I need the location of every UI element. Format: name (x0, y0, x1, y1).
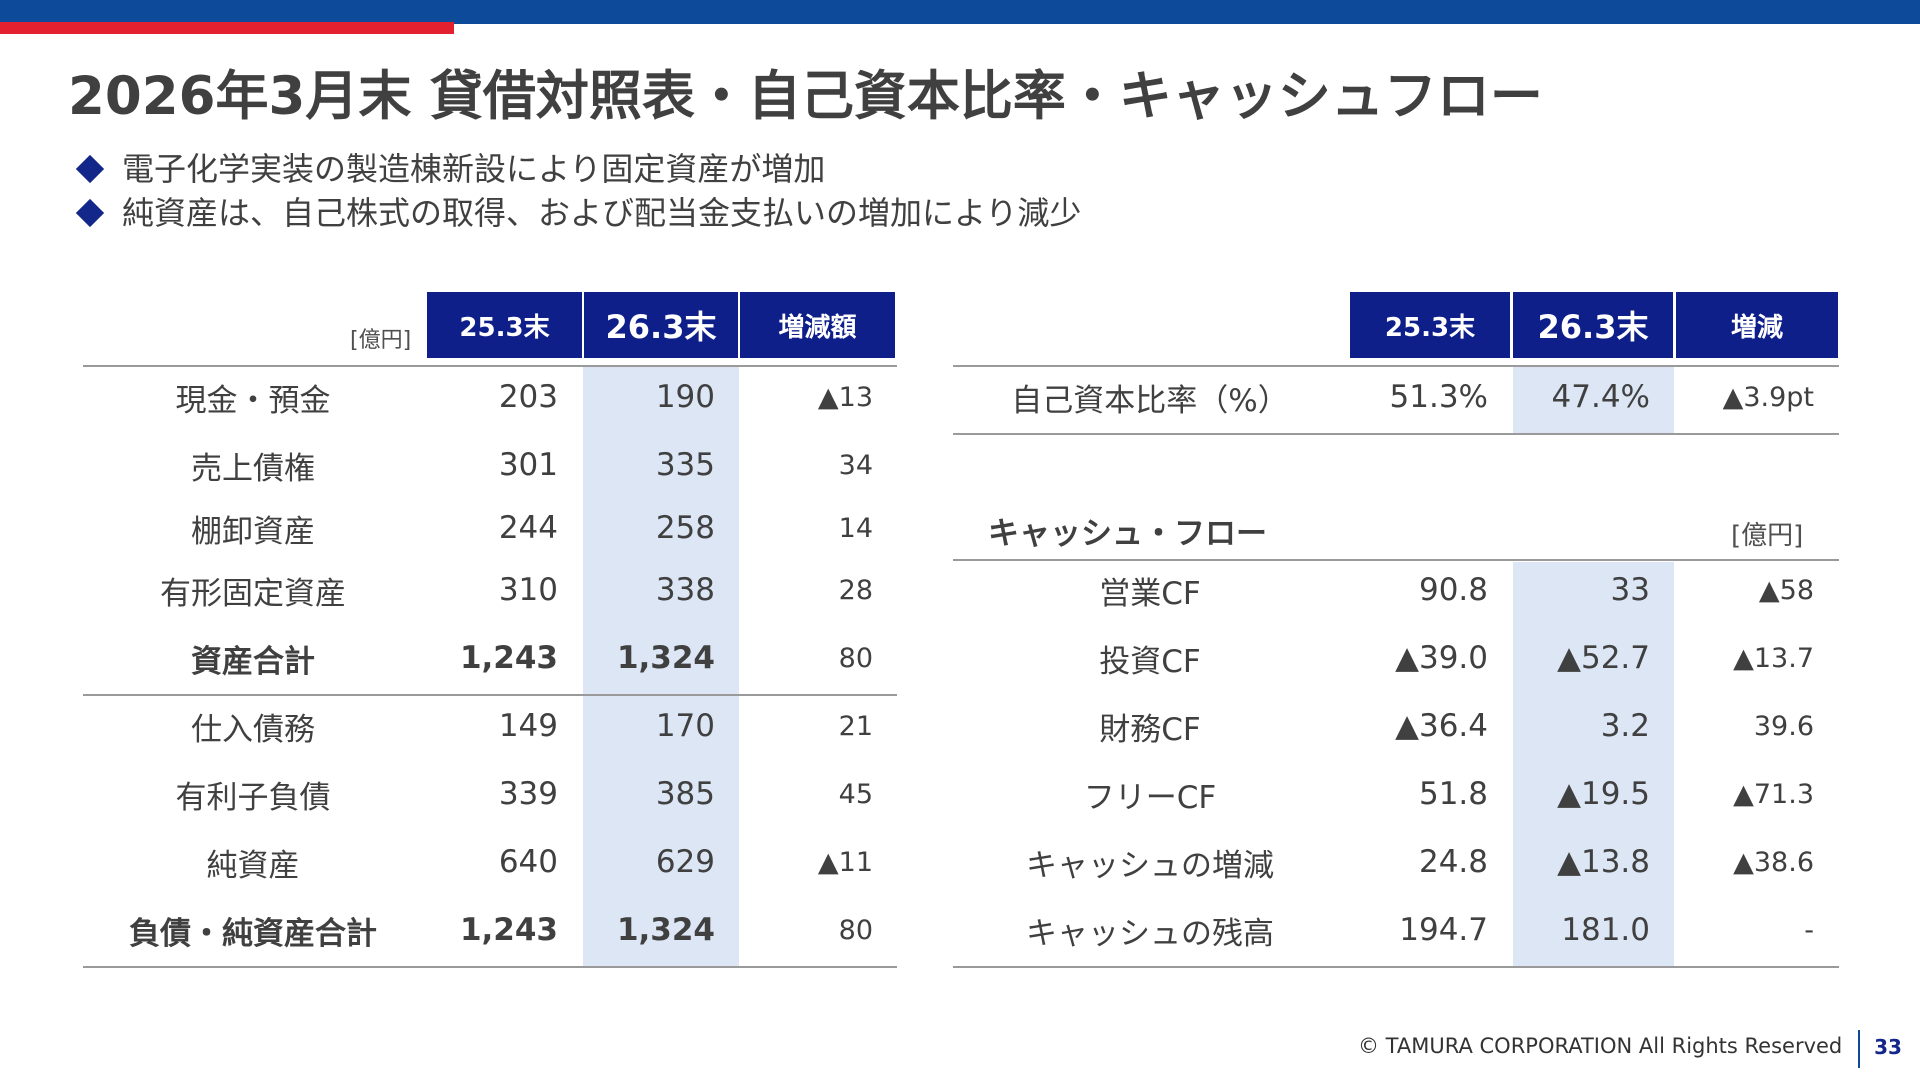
cf-current-column-highlight (1513, 562, 1674, 968)
bs-row-label: 負債・純資産合計 (129, 915, 377, 952)
bs-row-change: ▲11 (817, 846, 873, 878)
eq-bottom-rule (953, 433, 1839, 435)
bs-row-change: 14 (838, 512, 873, 544)
bullet-text: 純資産は、自己株式の取得、および配当金支払いの増加により減少 (122, 194, 1082, 232)
bs-row-label: 仕入債務 (191, 711, 315, 748)
bs-current-column-highlight (583, 367, 739, 967)
cf-row-curr: ▲52.7 (1557, 640, 1650, 676)
page-number: 33 (1874, 1035, 1902, 1059)
bs-row-curr: 258 (655, 510, 715, 546)
bs-row-change: 80 (838, 914, 873, 946)
bs-row-curr: 629 (655, 844, 715, 880)
bs-mid-rule (83, 694, 897, 696)
eq-row-prev: 51.3% (1389, 379, 1488, 415)
bs-row-curr: 170 (655, 708, 715, 744)
cf-row-curr: 33 (1610, 572, 1650, 608)
cf-bottom-rule (953, 966, 1839, 968)
bs-top-rule (83, 365, 897, 367)
diamond-bullet-icon (75, 198, 105, 228)
bs-row-prev: 149 (498, 708, 558, 744)
cf-row-prev: ▲39.0 (1395, 640, 1488, 676)
copyright-text: © TAMURA CORPORATION All Rights Reserved (1358, 1034, 1843, 1058)
bs-row-change: 21 (838, 710, 873, 742)
bs-header-prev: 25.3末 (427, 292, 582, 358)
cf-row-label: 営業CF (1099, 575, 1201, 612)
cf-row-label: フリーCF (1083, 779, 1217, 816)
bs-row-curr: 190 (655, 379, 715, 415)
bs-row-prev: 640 (498, 844, 558, 880)
bs-header-curr: 26.3末 (584, 292, 738, 358)
bs-row-label: 資産合計 (191, 643, 315, 680)
eq-row-label: 自己資本比率（%） (1011, 382, 1289, 419)
cf-row-curr: 181.0 (1561, 912, 1650, 948)
cf-unit-label: [億円] (1731, 521, 1804, 551)
cf-row-change: ▲71.3 (1733, 778, 1814, 810)
cf-row-label: 投資CF (1099, 643, 1201, 680)
bs-row-curr: 338 (655, 572, 715, 608)
eq-top-rule (953, 365, 1839, 367)
bs-row-prev: 301 (498, 447, 558, 483)
bs-row-curr: 335 (655, 447, 715, 483)
bs-row-label: 売上債権 (191, 450, 315, 487)
cf-row-prev: 194.7 (1399, 912, 1488, 948)
top-band-blue (0, 0, 1920, 22)
eq-current-highlight (1513, 367, 1674, 433)
bs-row-change: ▲13 (817, 381, 873, 413)
bs-row-prev: 244 (498, 510, 558, 546)
footer-separator (1858, 1030, 1860, 1068)
cf-row-prev: 51.8 (1418, 776, 1488, 812)
bullet-item: 電子化学実装の製造棟新設により固定資産が増加 (75, 147, 1081, 191)
cf-row-change: 39.6 (1753, 710, 1814, 742)
diamond-bullet-icon (75, 154, 105, 184)
bs-row-change: 28 (838, 574, 873, 606)
cf-top-rule (953, 559, 1839, 561)
bs-row-prev: 1,243 (459, 912, 558, 948)
summary-bullets: 電子化学実装の製造棟新設により固定資産が増加 純資産は、自己株式の取得、および配… (75, 147, 1082, 235)
bs-unit-label: [億円] (350, 328, 412, 353)
top-band-thin (454, 22, 1920, 24)
cf-row-prev: ▲36.4 (1395, 708, 1488, 744)
cf-row-change: - (1804, 914, 1814, 946)
eq-header-change: 増減 (1676, 292, 1838, 358)
eq-header-prev: 25.3末 (1350, 292, 1510, 358)
eq-row-curr: 47.4% (1551, 379, 1650, 415)
bs-row-label: 棚卸資産 (191, 513, 315, 550)
cf-row-prev: 90.8 (1418, 572, 1488, 608)
bs-row-label: 純資産 (206, 847, 300, 884)
cf-row-label: 財務CF (1099, 711, 1201, 748)
cf-row-label: キャッシュの増減 (1026, 847, 1274, 884)
bs-row-change: 34 (838, 449, 873, 481)
bs-row-prev: 310 (498, 572, 558, 608)
top-band-red (0, 22, 454, 34)
cf-row-prev: 24.8 (1418, 844, 1488, 880)
cf-row-change: ▲38.6 (1733, 846, 1814, 878)
bs-row-prev: 203 (498, 379, 558, 415)
cf-row-label: キャッシュの残高 (1026, 915, 1274, 952)
page-title: 2026年3月末 貸借対照表・自己資本比率・キャッシュフロー (68, 66, 1543, 127)
bs-row-curr: 385 (655, 776, 715, 812)
bs-bottom-rule (83, 966, 897, 968)
bs-row-label: 有利子負債 (175, 779, 331, 816)
eq-row-change: ▲3.9pt (1722, 381, 1814, 413)
bs-row-change: 45 (838, 778, 873, 810)
bullet-item: 純資産は、自己株式の取得、および配当金支払いの増加により減少 (75, 191, 1082, 235)
eq-header-curr: 26.3末 (1513, 292, 1673, 358)
bs-row-label: 有形固定資産 (160, 575, 346, 612)
bs-row-curr: 1,324 (616, 640, 715, 676)
bs-row-change: 80 (838, 642, 873, 674)
cashflow-title: キャッシュ・フロー (988, 516, 1267, 552)
bs-row-prev: 339 (498, 776, 558, 812)
bs-row-prev: 1,243 (459, 640, 558, 676)
bs-row-label: 現金・預金 (175, 382, 331, 419)
cf-row-curr: ▲13.8 (1557, 844, 1650, 880)
cf-row-curr: 3.2 (1600, 708, 1650, 744)
cf-row-curr: ▲19.5 (1557, 776, 1650, 812)
bullet-text: 電子化学実装の製造棟新設により固定資産が増加 (122, 150, 826, 188)
cf-row-change: ▲58 (1758, 574, 1814, 606)
cf-row-change: ▲13.7 (1733, 642, 1814, 674)
bs-row-curr: 1,324 (616, 912, 715, 948)
bs-header-change: 増減額 (740, 292, 895, 358)
